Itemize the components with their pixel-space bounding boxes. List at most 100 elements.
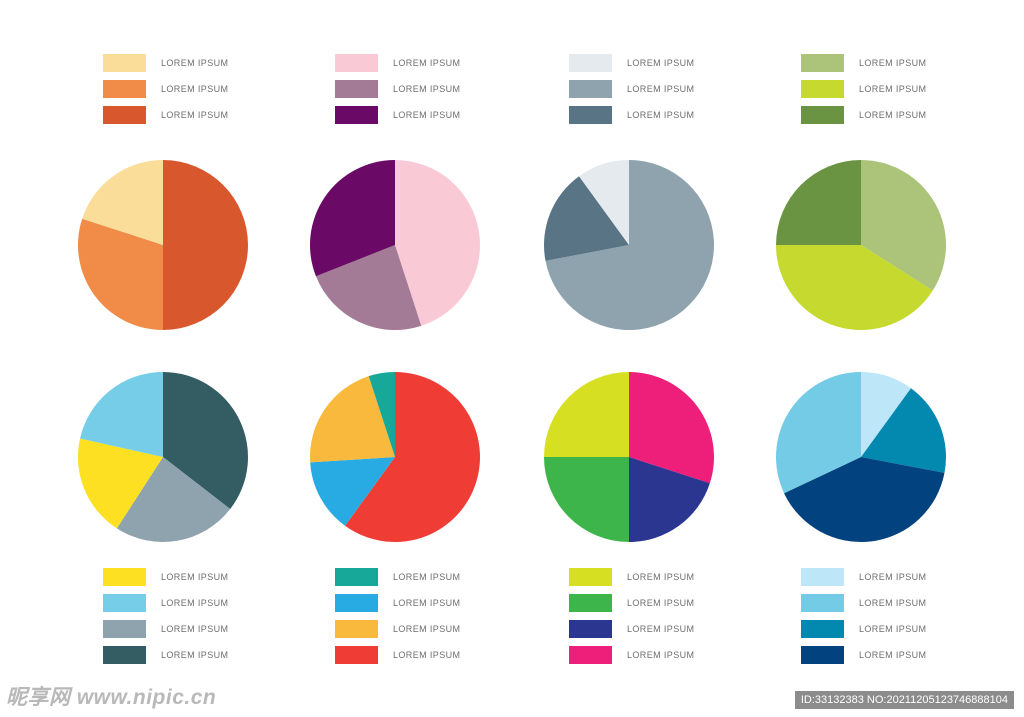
legend-item: LOREM IPSUM [103,50,228,76]
pie-chart-4 [776,160,946,330]
legend-label: LOREM IPSUM [393,58,461,68]
pie-slice [544,457,629,542]
legend-swatch [569,646,612,664]
legend-label: LOREM IPSUM [161,650,229,660]
legend-item: LOREM IPSUM [335,642,460,668]
legend-label: LOREM IPSUM [393,624,461,634]
legend-swatch [335,54,378,72]
legend-swatch [801,106,844,124]
legend-2: LOREM IPSUM LOREM IPSUM LOREM IPSUM [335,50,460,128]
legend-label: LOREM IPSUM [627,624,695,634]
legend-swatch [569,80,612,98]
pie-chart-6 [310,372,480,542]
legend-swatch [569,620,612,638]
pie-chart-7 [544,372,714,542]
watermark-left: 昵享网 www.nipic.cn [6,686,217,709]
legend-swatch [103,54,146,72]
legend-label: LOREM IPSUM [859,110,927,120]
legend-item: LOREM IPSUM [335,564,460,590]
legend-swatch [335,106,378,124]
legend-5: LOREM IPSUM LOREM IPSUM LOREM IPSUM LOREM I… [103,564,228,668]
legend-item: LOREM IPSUM [103,76,228,102]
pie-slice [310,457,395,526]
pie-slice [345,372,480,542]
legend-item: LOREM IPSUM [569,642,694,668]
pie-slice [82,160,163,245]
pie-slice [579,160,629,245]
pie-slice [395,160,480,326]
legend-item: LOREM IPSUM [569,616,694,642]
legend-item: LOREM IPSUM [569,76,694,102]
legend-item: LOREM IPSUM [801,76,926,102]
legend-swatch [103,620,146,638]
legend-item: LOREM IPSUM [801,564,926,590]
legend-item: LOREM IPSUM [103,102,228,128]
pie-slice [116,457,231,542]
pie-slice [545,160,714,330]
legend-1: LOREM IPSUM LOREM IPSUM LOREM IPSUM [103,50,228,128]
legend-item: LOREM IPSUM [335,590,460,616]
legend-8: LOREM IPSUM LOREM IPSUM LOREM IPSUM LOREM I… [801,564,926,668]
pie-chart-2 [310,160,480,330]
legend-label: LOREM IPSUM [161,572,229,582]
legend-label: LOREM IPSUM [627,58,695,68]
legend-label: LOREM IPSUM [161,58,229,68]
legend-4: LOREM IPSUM LOREM IPSUM LOREM IPSUM [801,50,926,128]
legend-swatch [335,646,378,664]
pie-slice [544,372,629,457]
legend-item: LOREM IPSUM [569,590,694,616]
legend-item: LOREM IPSUM [103,590,228,616]
legend-item: LOREM IPSUM [801,590,926,616]
legend-swatch [569,54,612,72]
legend-swatch [103,568,146,586]
legend-item: LOREM IPSUM [335,50,460,76]
pie-slice [368,372,395,457]
legend-swatch [801,646,844,664]
legend-label: LOREM IPSUM [859,598,927,608]
legend-6: LOREM IPSUM LOREM IPSUM LOREM IPSUM LOREM I… [335,564,460,668]
legend-label: LOREM IPSUM [393,598,461,608]
legend-swatch [569,568,612,586]
legend-label: LOREM IPSUM [859,650,927,660]
pie-slice [784,457,945,542]
legend-item: LOREM IPSUM [103,564,228,590]
legend-item: LOREM IPSUM [335,102,460,128]
legend-item: LOREM IPSUM [335,76,460,102]
pie-chart-5 [78,372,248,542]
pie-slice [861,388,946,473]
legend-swatch [569,106,612,124]
legend-swatch [801,54,844,72]
legend-label: LOREM IPSUM [859,572,927,582]
legend-item: LOREM IPSUM [103,642,228,668]
legend-label: LOREM IPSUM [393,572,461,582]
pie-slice [78,438,163,529]
pie-slice [77,218,163,330]
legend-label: LOREM IPSUM [161,110,229,120]
legend-swatch [335,620,378,638]
legend-swatch [335,594,378,612]
legend-label: LOREM IPSUM [627,598,695,608]
legend-label: LOREM IPSUM [627,110,695,120]
pie-slice [310,160,395,277]
legend-7: LOREM IPSUM LOREM IPSUM LOREM IPSUM LOREM I… [569,564,694,668]
legend-swatch [103,646,146,664]
legend-label: LOREM IPSUM [161,624,229,634]
pie-slice [629,457,710,542]
legend-swatch [801,80,844,98]
pie-slice [776,245,933,330]
pie-slice [163,160,248,330]
pie-slice [776,372,861,494]
legend-swatch [103,106,146,124]
legend-label: LOREM IPSUM [859,58,927,68]
legend-swatch [335,80,378,98]
legend-swatch [801,568,844,586]
pie-slice [163,372,248,510]
legend-item: LOREM IPSUM [801,50,926,76]
pie-slice [629,372,714,484]
legend-label: LOREM IPSUM [161,84,229,94]
legend-item: LOREM IPSUM [569,50,694,76]
legend-label: LOREM IPSUM [859,84,927,94]
pie-slice [776,160,861,245]
legend-label: LOREM IPSUM [627,650,695,660]
legend-item: LOREM IPSUM [335,616,460,642]
